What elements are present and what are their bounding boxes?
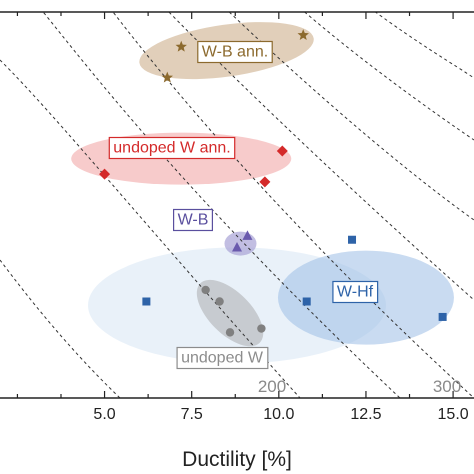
group-label-box: undoped W — [176, 346, 269, 370]
group-label-frame — [332, 280, 379, 304]
contour-value-label: 200 — [258, 377, 286, 396]
data-point — [257, 324, 266, 333]
data-point — [175, 40, 187, 52]
group-label-box: undoped W ann. — [108, 136, 236, 160]
group-label-box: W-Hf — [332, 280, 379, 304]
group-label-frame — [197, 40, 273, 64]
x-tick-label: 10.0 — [263, 406, 294, 423]
x-axis-title: Ductility [%] — [182, 448, 292, 471]
iso-contour-line — [0, 59, 301, 398]
data-point — [201, 285, 210, 295]
data-point — [302, 297, 311, 306]
group-label: W-Hf — [337, 284, 374, 301]
iso-contour-line — [303, 12, 474, 141]
data-point — [297, 29, 309, 41]
data-point — [259, 176, 271, 188]
group-label: W-B — [178, 212, 209, 229]
series-w-b-ann — [161, 29, 309, 83]
data-point — [142, 297, 151, 306]
iso-contour-line — [228, 12, 474, 221]
group-label-frame — [176, 346, 269, 370]
series-w-hf — [142, 235, 447, 321]
data-point — [99, 168, 111, 180]
series-undoped-w-ann — [99, 145, 288, 188]
data-point — [348, 235, 357, 244]
iso-contour-line — [112, 12, 474, 398]
data-point — [225, 328, 235, 337]
group-label: W-B ann. — [202, 44, 268, 61]
contour-value-label: 300 — [433, 377, 461, 396]
shade-w-b — [224, 231, 257, 256]
x-tick-label: 7.5 — [181, 406, 203, 423]
group-label: undoped W — [181, 350, 264, 367]
shade-undoped-w — [196, 279, 264, 347]
iso-contour-line — [374, 12, 474, 79]
series-w-b — [232, 230, 253, 252]
iso-contour-line — [0, 259, 121, 398]
group-label-box: W-B ann. — [197, 40, 273, 64]
data-point — [215, 297, 224, 306]
series-undoped-w — [201, 285, 266, 337]
data-point — [276, 145, 288, 157]
group-label-frame — [172, 208, 214, 232]
x-tick-label: 5.0 — [93, 406, 115, 423]
data-point — [161, 71, 173, 83]
group-label: undoped W ann. — [113, 140, 230, 157]
x-tick-label: 12.5 — [350, 406, 381, 423]
data-point — [242, 230, 253, 240]
x-tick-label: 15.0 — [438, 406, 469, 423]
group-label-box: W-B — [172, 208, 214, 232]
data-point — [438, 312, 447, 321]
group-label-frame — [108, 136, 236, 160]
plot-area — [0, 12, 474, 398]
data-point — [232, 241, 242, 252]
